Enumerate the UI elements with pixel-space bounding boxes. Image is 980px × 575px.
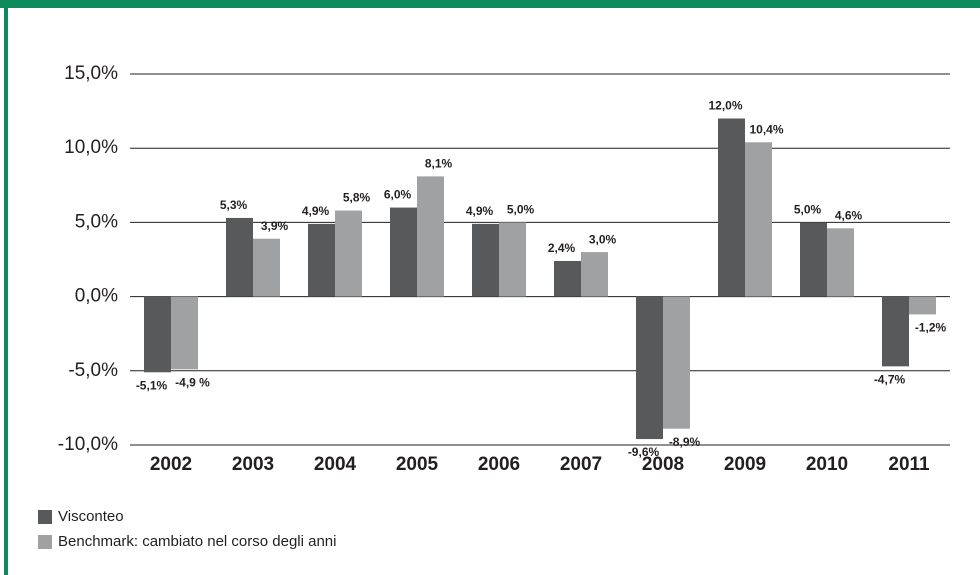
value-label: 4,9% xyxy=(302,204,330,218)
bar xyxy=(636,296,663,440)
bar xyxy=(718,118,745,297)
y-tick-label: -5,0% xyxy=(68,360,118,381)
bar xyxy=(581,252,608,297)
x-tick-label: 2006 xyxy=(478,454,520,475)
value-label: 5,3% xyxy=(220,198,248,212)
bar xyxy=(171,296,198,370)
bar xyxy=(745,142,772,297)
legend-label: Benchmark: cambiato nel corso degli anni xyxy=(58,533,336,550)
bar xyxy=(499,222,526,297)
x-tick-label: 2009 xyxy=(724,454,766,475)
bar xyxy=(472,223,499,297)
value-label: -8,9% xyxy=(669,435,701,449)
x-tick-label: 2003 xyxy=(232,454,274,475)
bar xyxy=(417,176,444,297)
y-tick-label: 5,0% xyxy=(75,211,118,232)
x-tick-label: 2008 xyxy=(642,454,684,475)
bar xyxy=(909,296,936,315)
value-label: 4,9% xyxy=(466,204,494,218)
value-label: 5,0% xyxy=(507,203,535,217)
bar xyxy=(335,210,362,297)
legend-swatch xyxy=(38,510,52,524)
legend-label: Visconteo xyxy=(58,508,124,525)
x-tick-label: 2007 xyxy=(560,454,602,475)
y-tick-label: -10,0% xyxy=(58,434,118,455)
value-label: 3,0% xyxy=(589,232,617,246)
bar xyxy=(800,222,827,297)
value-label: 12,0% xyxy=(708,99,742,113)
header-band xyxy=(0,0,980,8)
bar xyxy=(390,207,417,297)
bar xyxy=(144,296,171,373)
x-tick-label: 2010 xyxy=(806,454,848,475)
value-label: 6,0% xyxy=(384,188,412,202)
x-tick-label: 2005 xyxy=(396,454,439,475)
bar xyxy=(253,238,280,297)
y-tick-label: 10,0% xyxy=(64,137,118,158)
value-label: -1,2% xyxy=(915,321,947,335)
value-label: 4,6% xyxy=(835,209,863,223)
x-tick-label: 2011 xyxy=(888,454,930,475)
value-label: 10,4% xyxy=(749,122,783,136)
y-tick-label: 15,0% xyxy=(64,63,118,84)
bar xyxy=(663,296,690,429)
bar xyxy=(308,223,335,297)
value-label: 3,9% xyxy=(261,219,289,233)
bar xyxy=(226,217,253,297)
bar xyxy=(827,228,854,297)
value-label: -5,1% xyxy=(136,378,168,392)
legend-swatch xyxy=(38,535,52,549)
value-label: 5,0% xyxy=(794,203,822,217)
value-label: -9,6% xyxy=(628,445,660,459)
value-label: 8,1% xyxy=(425,157,453,171)
value-label: 5,8% xyxy=(343,191,371,205)
y-tick-label: 0,0% xyxy=(75,286,118,307)
x-tick-label: 2004 xyxy=(314,454,357,475)
value-label: 2,4% xyxy=(548,241,576,255)
bar xyxy=(554,260,581,297)
value-label: -4,7% xyxy=(874,373,906,387)
value-label: -4,9 % xyxy=(175,375,210,389)
x-tick-label: 2002 xyxy=(150,454,192,475)
bar xyxy=(882,296,909,367)
frame-border xyxy=(4,0,8,575)
